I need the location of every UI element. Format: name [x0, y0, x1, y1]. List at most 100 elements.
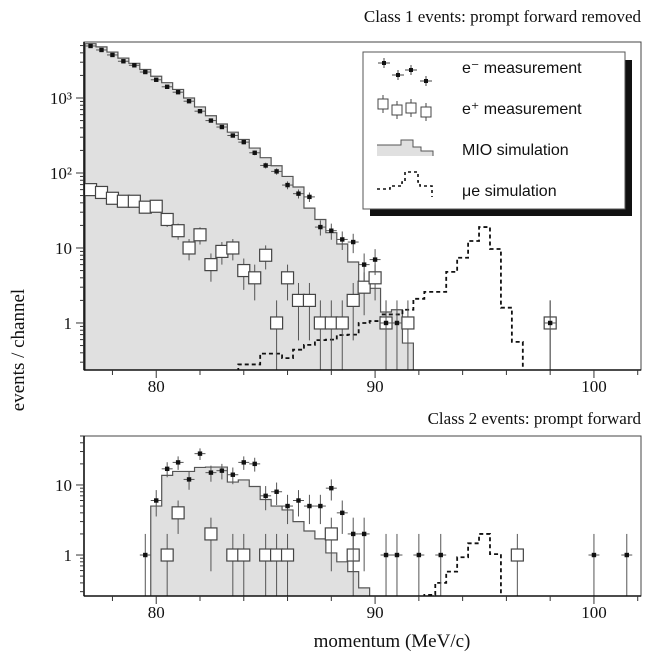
- e-plus-point: [226, 548, 240, 562]
- x-tick-label: 80: [148, 377, 165, 396]
- e-minus-point: [296, 498, 301, 503]
- e-plus-point: [160, 212, 174, 227]
- e-minus-point: [208, 118, 214, 123]
- legend-label-mue: μe simulation: [462, 183, 557, 200]
- mio-legend-icon: [377, 139, 434, 156]
- e-plus-point: [160, 548, 174, 562]
- e-minus-point: [394, 320, 400, 326]
- e-plus-point: [401, 316, 415, 330]
- e-minus-point: [186, 99, 192, 104]
- e-plus-point: [171, 506, 185, 520]
- plot-area: [84, 43, 557, 370]
- e-minus-point: [230, 472, 236, 477]
- e-minus-point: [175, 460, 181, 465]
- e-plus-point: [105, 191, 120, 205]
- e-minus-point: [252, 461, 257, 467]
- legend-label-e-minus: e⁻ measurement: [462, 60, 582, 77]
- e-minus-point: [350, 239, 356, 245]
- e-minus-point: [230, 133, 236, 138]
- e-minus-point: [241, 460, 246, 465]
- e-minus-point: [121, 59, 126, 64]
- e-plus-point: [313, 316, 327, 330]
- e-minus-point: [350, 531, 356, 537]
- e-minus-point: [241, 139, 246, 145]
- e-minus-point: [307, 194, 312, 200]
- e-plus-point: [269, 548, 284, 562]
- mue-legend-icon: [377, 171, 433, 197]
- e-minus-point: [175, 89, 181, 95]
- e-minus-point: [383, 320, 389, 326]
- e-plus-point: [226, 241, 240, 255]
- e-minus-point: [438, 552, 443, 558]
- e-minus-point: [318, 224, 323, 230]
- e-plus-point: [280, 271, 295, 285]
- e-plus-point: [280, 548, 295, 562]
- y-tick-label: 1: [64, 546, 73, 565]
- e-plus-point: [171, 224, 185, 238]
- e-minus-point: [219, 468, 225, 473]
- e-minus-point: [219, 124, 225, 130]
- e-plus-point: [335, 316, 349, 330]
- e-minus-point: [318, 503, 323, 509]
- e-minus-point: [372, 257, 378, 262]
- e-minus-point: [164, 466, 170, 472]
- e-minus-point: [361, 531, 367, 537]
- mio-simulation-fill: [150, 467, 370, 596]
- e-minus-point: [252, 150, 257, 155]
- e-minus-point: [394, 552, 400, 558]
- y-tick-label: 1: [64, 314, 73, 333]
- e-plus-point: [204, 527, 218, 541]
- legend-box: [362, 51, 626, 210]
- e-minus-point: [143, 552, 148, 558]
- e-minus-point: [416, 552, 422, 558]
- e-plus-point: [127, 194, 141, 208]
- e-minus-point: [197, 108, 203, 114]
- e-minus-point: [110, 52, 115, 58]
- e-minus-point: [307, 503, 312, 509]
- e-minus-point: [263, 493, 268, 499]
- e-minus-point: [88, 43, 93, 49]
- e-minus-point: [340, 237, 345, 242]
- e-plus-point: [237, 263, 251, 278]
- e-minus-point: [361, 262, 367, 267]
- e-minus-point: [154, 498, 159, 503]
- e-plus-legend-icon: [377, 95, 432, 121]
- e-plus-point: [204, 258, 218, 272]
- x-tick-label: 90: [367, 603, 384, 622]
- e-plus-point: [94, 185, 109, 200]
- e-minus-point: [99, 47, 104, 53]
- e-minus-point: [274, 169, 279, 174]
- e-plus-point: [182, 241, 196, 255]
- legend-label-mio: MIO simulation: [462, 142, 569, 159]
- y-tick-label: 10: [55, 239, 72, 258]
- y-tick-label: 10²: [50, 164, 72, 183]
- e-plus-point: [269, 316, 284, 330]
- y-tick-label: 10³: [50, 89, 72, 108]
- y-tick-label: 10: [55, 476, 72, 495]
- mio-simulation-fill: [85, 43, 414, 370]
- e-plus-point: [302, 293, 317, 307]
- e-minus-point: [263, 163, 268, 168]
- legend-label-e-plus: e⁺ measurement: [462, 101, 582, 118]
- x-axis-label: momentum (MeV/c): [314, 631, 471, 652]
- e-plus-point: [84, 183, 98, 197]
- legend: e⁻ measurement e⁺ measurement MIO simula…: [362, 51, 632, 216]
- e-plus-point: [149, 199, 163, 213]
- e-plus-point: [193, 228, 207, 242]
- e-plus-point: [324, 527, 338, 541]
- e-minus-point: [164, 84, 170, 90]
- e-minus-point: [143, 69, 148, 75]
- e-plus-point: [357, 280, 371, 294]
- e-minus-point: [285, 503, 290, 509]
- e-plus-point: [215, 244, 229, 259]
- e-minus-point: [208, 470, 214, 475]
- plot-area: [139, 448, 633, 596]
- e-minus-point: [197, 451, 203, 456]
- mio-simulation-histogram: [84, 43, 414, 370]
- e-minus-point: [274, 489, 279, 494]
- e-plus-point: [116, 194, 130, 208]
- e-minus-point: [296, 191, 301, 196]
